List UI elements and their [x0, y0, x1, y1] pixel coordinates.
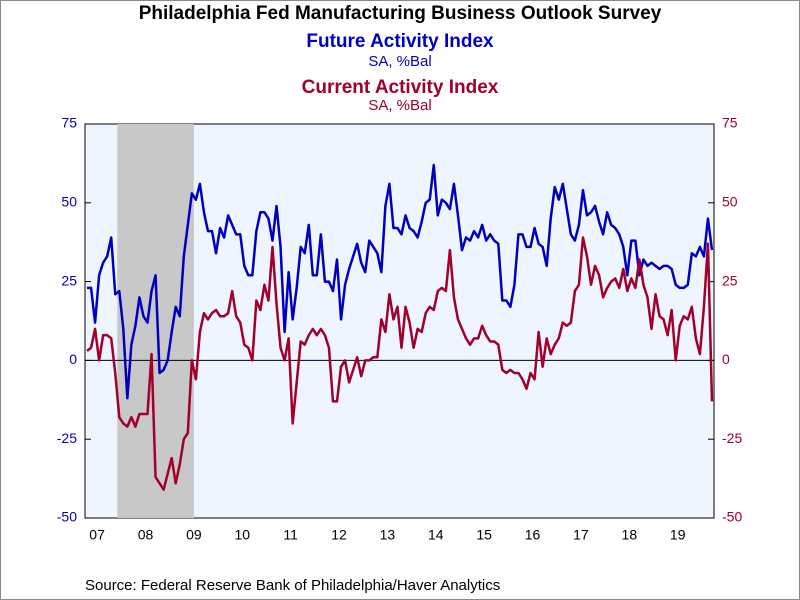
y-tick-label: -50	[57, 509, 77, 525]
y-tick-label: 25	[61, 272, 77, 288]
x-tick-label: 11	[283, 527, 298, 543]
x-tick-label: 07	[89, 527, 105, 543]
subtitle: SA, %Bal	[368, 53, 431, 70]
y-tick-label: 75	[61, 115, 77, 131]
x-tick-label: 16	[525, 527, 541, 543]
x-tick-label: 19	[670, 527, 686, 543]
x-tick-label: 17	[573, 527, 589, 543]
y-tick-label: 50	[61, 194, 77, 210]
y2-tick-label: -25	[722, 430, 742, 446]
subtitle: SA, %Bal	[368, 97, 431, 114]
source: Source: Federal Reserve Bank of Philadel…	[85, 577, 500, 594]
y2-tick-label: 50	[722, 194, 738, 210]
x-tick-label: 09	[186, 527, 202, 543]
subtitle: Future Activity Index	[306, 31, 494, 52]
x-tick-label: 15	[476, 527, 492, 543]
y2-tick-label: 25	[722, 272, 738, 288]
chart-title: Philadelphia Fed Manufacturing Business …	[139, 3, 662, 24]
subtitle: Current Activity Index	[302, 77, 499, 98]
y-tick-label: -25	[57, 430, 77, 446]
y2-tick-label: 75	[722, 115, 738, 131]
x-tick-label: 14	[428, 527, 444, 543]
x-tick-label: 08	[138, 527, 154, 543]
x-tick-label: 10	[234, 527, 250, 543]
series-line	[87, 163, 714, 400]
x-tick-label: 12	[331, 527, 347, 543]
y-tick-label: 0	[69, 351, 77, 367]
y2-tick-label: -50	[722, 509, 742, 525]
x-tick-label: 18	[622, 527, 638, 543]
x-tick-label: 13	[380, 527, 396, 543]
y2-tick-label: 0	[722, 351, 730, 367]
series-line	[86, 236, 714, 491]
